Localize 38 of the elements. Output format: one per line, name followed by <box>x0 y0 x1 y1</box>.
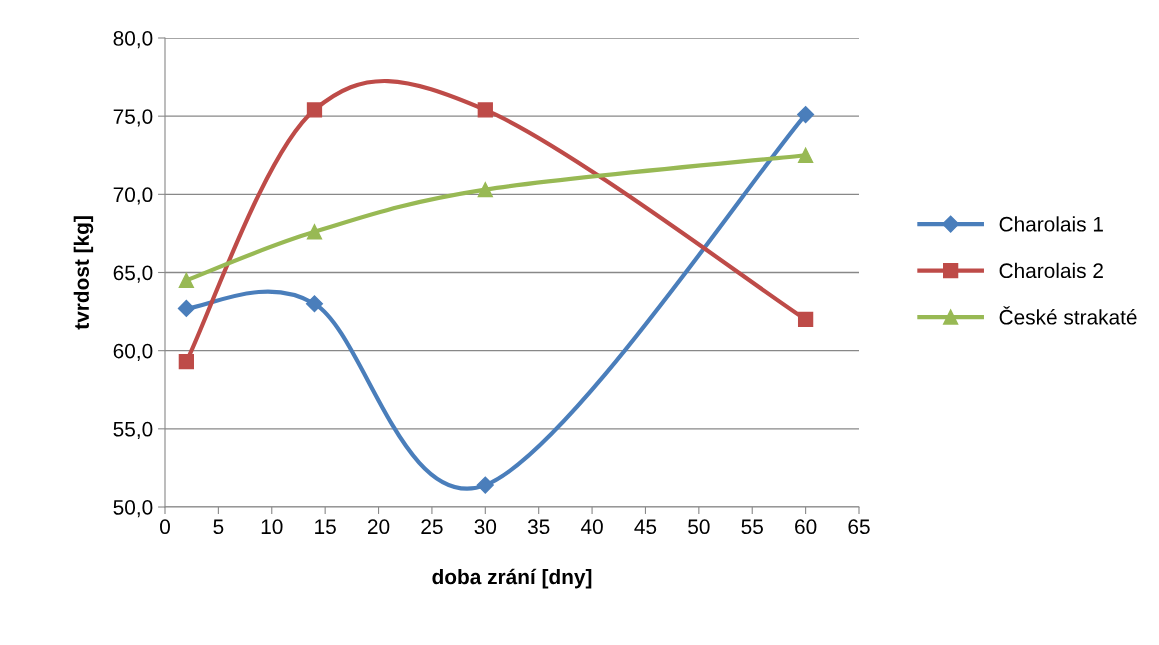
point <box>306 224 323 240</box>
y-tick-label: 65,0 <box>113 265 153 283</box>
point <box>178 272 194 288</box>
point <box>476 476 494 494</box>
x-tick-label: 15 <box>315 519 336 535</box>
y-tick-label: 80,0 <box>113 31 153 49</box>
legend-label: Charolais 1 <box>999 216 1103 232</box>
point <box>797 106 815 124</box>
legend-label: České strakaté <box>999 306 1137 325</box>
y-tick-label: 75,0 <box>113 109 153 127</box>
y-axis-title: tvrdost [kg] <box>73 216 94 330</box>
x-tick-label: 20 <box>368 519 390 535</box>
point <box>306 102 323 118</box>
point <box>797 147 814 163</box>
point <box>797 311 814 328</box>
y-tick-label: 60,0 <box>113 343 153 361</box>
x-tick-label: 45 <box>634 519 657 535</box>
x-tick-label: 0 <box>160 519 170 535</box>
point <box>477 182 493 198</box>
x-tick-label: 30 <box>474 519 497 535</box>
point <box>178 353 194 370</box>
y-tick-label: 50,0 <box>113 500 153 518</box>
x-tick-label: 40 <box>580 519 603 535</box>
point <box>477 102 493 118</box>
x-axis-title: doba zrání [dny] <box>432 568 592 589</box>
x-tick-label: 10 <box>261 519 283 535</box>
x-tick-label: 60 <box>795 519 817 535</box>
point <box>305 295 324 313</box>
x-tick-label: 65 <box>848 519 870 535</box>
y-tick-label: 70,0 <box>113 187 153 205</box>
point <box>177 299 195 318</box>
x-tick-label: 35 <box>527 519 550 535</box>
legend-label: Charolais 2 <box>999 262 1103 279</box>
x-tick-label: 50 <box>688 519 710 535</box>
y-tick-label: 55,0 <box>113 421 153 440</box>
x-tick-label: 5 <box>213 519 224 535</box>
x-tick-label: 25 <box>421 519 443 535</box>
x-tick-label: 55 <box>741 519 763 535</box>
